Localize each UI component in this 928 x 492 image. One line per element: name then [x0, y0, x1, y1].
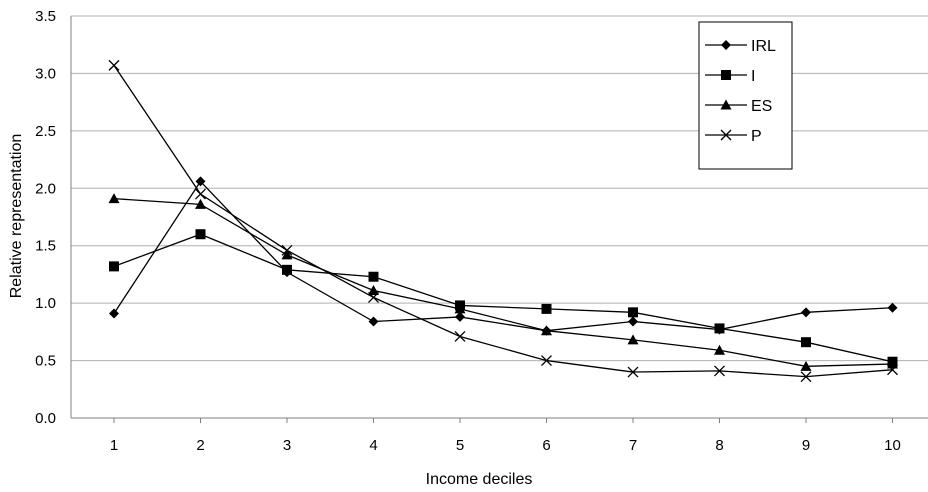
point-p	[627, 366, 639, 378]
x-tick-label: 1	[110, 437, 118, 454]
y-tick-label: 1.5	[35, 238, 56, 255]
legend-box	[698, 21, 793, 170]
point-es	[541, 325, 552, 336]
point-i	[628, 307, 638, 318]
point-i	[801, 337, 811, 348]
point-p	[541, 355, 552, 367]
point-es	[887, 358, 898, 369]
point-irl	[195, 176, 206, 187]
x-tick-label: 8	[715, 437, 723, 454]
legend-marker-irl	[721, 40, 731, 50]
point-p	[800, 371, 812, 383]
x-marker-stroke	[195, 188, 206, 200]
series-line-p	[113, 65, 893, 378]
x-axis-title: Income deciles	[426, 471, 533, 488]
point-irl	[887, 302, 898, 313]
y-tick-label: 0.5	[35, 353, 56, 370]
point-i	[282, 264, 292, 275]
legend-label-es: ES	[751, 98, 772, 115]
x-marker-stroke	[887, 364, 898, 376]
x-marker-stroke	[800, 371, 812, 383]
legend-marker-p	[720, 129, 732, 141]
series-line-irl	[113, 180, 893, 332]
y-tick-label: 3.5	[35, 8, 56, 25]
x-tick-label: 2	[196, 437, 204, 454]
point-p	[454, 330, 466, 342]
x-marker-stroke	[714, 365, 725, 377]
point-i	[368, 271, 379, 282]
point-irl	[455, 311, 465, 322]
point-i	[541, 303, 552, 314]
x-marker-stroke	[368, 291, 379, 303]
point-es	[281, 249, 293, 260]
x-marker-stroke	[541, 355, 552, 367]
x-marker-stroke	[281, 244, 293, 256]
y-tick-label: 3.0	[35, 65, 56, 82]
x-tick-label: 3	[283, 437, 291, 454]
grid-lines	[71, 15, 928, 362]
y-tick-label: 2.5	[35, 123, 56, 140]
series-line-i	[113, 233, 893, 363]
point-es	[108, 193, 120, 204]
legend-label-irl: IRL	[751, 38, 776, 55]
x-tick-label: 6	[542, 437, 550, 454]
x-tick-label: 7	[629, 437, 637, 454]
point-i	[109, 261, 119, 272]
point-p	[887, 364, 898, 376]
x-marker-stroke	[454, 330, 466, 342]
point-irl	[368, 316, 379, 327]
y-axis-title: Relative representation	[8, 134, 25, 299]
x-tick-label: 9	[802, 437, 810, 454]
series-line-es	[113, 197, 893, 367]
legend: IRL I ES P	[698, 21, 793, 170]
point-p	[714, 365, 725, 377]
point-i	[714, 323, 725, 334]
x-tick-label: 5	[456, 437, 464, 454]
y-tick-labels: 0.0 0.5 1.0 1.5 2.0 2.5 3.0 3.5	[35, 8, 56, 427]
legend-marker-i	[721, 70, 731, 80]
legend-label-p: P	[751, 128, 762, 145]
axes	[70, 16, 928, 423]
y-tick-label: 2.0	[35, 180, 56, 197]
x-marker-stroke	[108, 59, 120, 71]
series-group	[108, 59, 898, 383]
point-es	[800, 360, 812, 371]
y-tick-label: 0.0	[35, 410, 56, 427]
x-tick-labels: 1 2 3 4 5 6 7 8 9 10	[110, 437, 901, 454]
point-es	[368, 285, 379, 296]
point-es	[714, 344, 725, 355]
point-p	[281, 244, 293, 256]
point-i	[195, 229, 206, 240]
legend-label-i: I	[751, 68, 755, 85]
y-tick-label: 1.0	[35, 295, 56, 312]
point-irl	[109, 308, 119, 319]
point-p	[368, 291, 379, 303]
x-marker-stroke	[720, 129, 732, 141]
point-es	[195, 198, 206, 209]
legend-marker-es	[720, 99, 732, 110]
point-p	[195, 188, 206, 200]
x-marker-stroke	[627, 366, 639, 378]
x-tick-label: 10	[884, 437, 901, 454]
point-irl	[628, 316, 638, 327]
point-irl	[801, 307, 811, 318]
x-tick-label: 4	[369, 437, 377, 454]
point-es	[454, 303, 466, 314]
point-p	[108, 59, 120, 71]
point-es	[627, 334, 639, 345]
